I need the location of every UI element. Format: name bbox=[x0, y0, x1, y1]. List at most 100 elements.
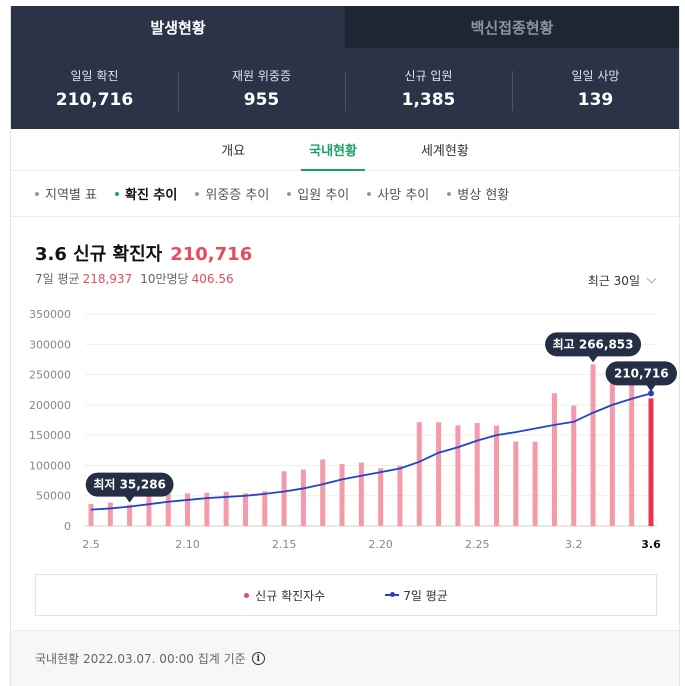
bar bbox=[223, 491, 229, 526]
bar bbox=[532, 441, 538, 526]
legend-item-line[interactable]: 7일 평균 bbox=[385, 587, 448, 604]
annotation-pointer bbox=[646, 384, 656, 392]
legend-label: 신규 확진자수 bbox=[255, 588, 326, 603]
bullet-icon bbox=[35, 191, 39, 196]
footer-text: 국내현황 2022.03.07. 00:00 집계 기준 bbox=[35, 652, 246, 666]
bar bbox=[281, 471, 287, 526]
bar bbox=[339, 464, 345, 526]
stats-summary: 일일 확진 210,716 재원 위중증 955 신규 입원 1,385 일일 … bbox=[11, 48, 679, 129]
bar bbox=[358, 462, 364, 526]
annotation-pointer bbox=[588, 355, 599, 363]
nav-tab-bar: 개요 국내현황 세계현황 bbox=[11, 129, 679, 171]
legend-label: 7일 평균 bbox=[403, 588, 448, 603]
subtab-label: 위중증 추이 bbox=[205, 188, 270, 203]
subtab-label: 입원 추이 bbox=[297, 188, 350, 203]
tab-domestic[interactable]: 국내현황 bbox=[277, 128, 389, 171]
tab-world[interactable]: 세계현황 bbox=[420, 144, 469, 159]
y-tick-label: 250000 bbox=[29, 369, 71, 382]
avg-line-end-point bbox=[648, 390, 654, 397]
x-tick-label: 3.2 bbox=[565, 538, 583, 551]
stat-value: 1,385 bbox=[401, 90, 456, 110]
x-tick-label: 2.25 bbox=[465, 538, 490, 551]
confirmed-trend-chart: 0 50000 100000 150000 200000 250000 300000 3500… bbox=[29, 308, 677, 551]
bar bbox=[242, 493, 248, 526]
stat-label: 재원 위중증 bbox=[231, 69, 291, 83]
stat-new-admission: 신규 입원 1,385 bbox=[345, 67, 512, 111]
stat-label: 신규 입원 bbox=[404, 69, 453, 83]
x-tick-label: 2.20 bbox=[368, 538, 393, 551]
bar bbox=[590, 364, 596, 526]
annotation-bubble bbox=[545, 332, 642, 357]
avg-label: 7일 평균 bbox=[35, 272, 80, 286]
tab-occurrence-status[interactable]: 발생현황 bbox=[11, 6, 345, 48]
subtab-death-trend[interactable]: 사망 추이 bbox=[367, 184, 429, 203]
per-value: 406.56 bbox=[191, 272, 234, 286]
avg-line bbox=[90, 392, 652, 511]
per-label: 10만명당 bbox=[140, 272, 189, 286]
bar bbox=[165, 493, 171, 526]
x-tick-label: 3.6 bbox=[641, 538, 661, 551]
bullet-icon bbox=[367, 191, 372, 196]
annotation-label: 최저 35,286 bbox=[93, 477, 166, 492]
bar bbox=[648, 398, 654, 526]
bar bbox=[416, 422, 422, 526]
annotation-bubble bbox=[605, 361, 677, 386]
legend-line-icon bbox=[385, 592, 400, 597]
bar bbox=[127, 504, 133, 526]
headline-value: 210,716 bbox=[170, 244, 253, 265]
bar bbox=[204, 492, 210, 526]
chart-headline: 3.6 신규 확진자 210,716 bbox=[35, 240, 252, 266]
subtab-region-table[interactable]: 지역별 표 bbox=[35, 184, 97, 203]
annotation-pointer bbox=[124, 495, 135, 503]
top-tab-bar: 발생현황 백신접종현황 bbox=[11, 6, 679, 48]
bar bbox=[300, 469, 306, 526]
covid-dashboard: 발생현황 백신접종현황 일일 확진 210,716 재원 위중증 955 신규 … bbox=[10, 6, 680, 686]
bar bbox=[378, 468, 384, 526]
subtab-admission-trend[interactable]: 입원 추이 bbox=[287, 184, 349, 203]
subtab-bed-status[interactable]: 병상 현황 bbox=[447, 184, 509, 203]
bar bbox=[320, 459, 326, 526]
bar bbox=[513, 441, 519, 526]
x-tick-label: 2.10 bbox=[175, 538, 200, 551]
bar bbox=[629, 371, 635, 526]
annotation-label: 210,716 bbox=[614, 366, 669, 380]
range-dropdown[interactable]: 최근 30일 bbox=[587, 272, 657, 289]
annotation-bubble bbox=[85, 472, 174, 497]
stat-value: 139 bbox=[577, 90, 614, 110]
stat-daily-deaths: 일일 사망 139 bbox=[512, 67, 679, 111]
avg-value: 218,937 bbox=[82, 272, 133, 286]
bullet-icon bbox=[114, 191, 119, 196]
stat-label: 일일 사망 bbox=[571, 69, 620, 83]
y-tick-label: 150000 bbox=[29, 429, 71, 442]
tab-vaccination-status[interactable]: 백신접종현황 bbox=[345, 6, 679, 48]
stat-daily-confirmed: 일일 확진 210,716 bbox=[11, 67, 178, 110]
subtab-critical-trend[interactable]: 위중증 추이 bbox=[195, 184, 269, 203]
y-tick-label: 350000 bbox=[29, 308, 71, 321]
info-icon[interactable]: i bbox=[251, 652, 265, 665]
y-tick-label: 100000 bbox=[29, 459, 71, 472]
subtab-label: 확진 추이 bbox=[124, 188, 178, 203]
bar bbox=[609, 371, 615, 526]
legend-item-bar[interactable]: 신규 확진자수 bbox=[244, 587, 325, 604]
y-tick-label: 50000 bbox=[36, 490, 71, 503]
subtab-label: 사망 추이 bbox=[377, 188, 430, 203]
stat-value: 955 bbox=[243, 90, 280, 110]
annotation-label: 최고 266,853 bbox=[553, 336, 634, 351]
stat-value: 210,716 bbox=[55, 90, 134, 110]
bar bbox=[107, 502, 113, 526]
subtab-confirmed-trend[interactable]: 확진 추이 bbox=[114, 184, 178, 203]
chevron-down-icon bbox=[646, 273, 657, 284]
tab-overview[interactable]: 개요 bbox=[221, 144, 246, 159]
range-label: 최근 30일 bbox=[587, 274, 640, 288]
footer-note: 국내현황 2022.03.07. 00:00 집계 기준 i bbox=[11, 630, 679, 686]
stat-label: 일일 확진 bbox=[70, 69, 119, 83]
bar bbox=[185, 493, 191, 526]
bar bbox=[146, 495, 152, 526]
y-tick-label: 300000 bbox=[29, 338, 71, 351]
bullet-icon bbox=[195, 191, 200, 196]
bar bbox=[474, 423, 480, 526]
bar bbox=[88, 503, 94, 526]
y-tick-label: 200000 bbox=[29, 399, 71, 412]
subtab-label: 지역별 표 bbox=[45, 188, 97, 203]
chart-legend: 신규 확진자수 7일 평균 bbox=[35, 574, 657, 616]
